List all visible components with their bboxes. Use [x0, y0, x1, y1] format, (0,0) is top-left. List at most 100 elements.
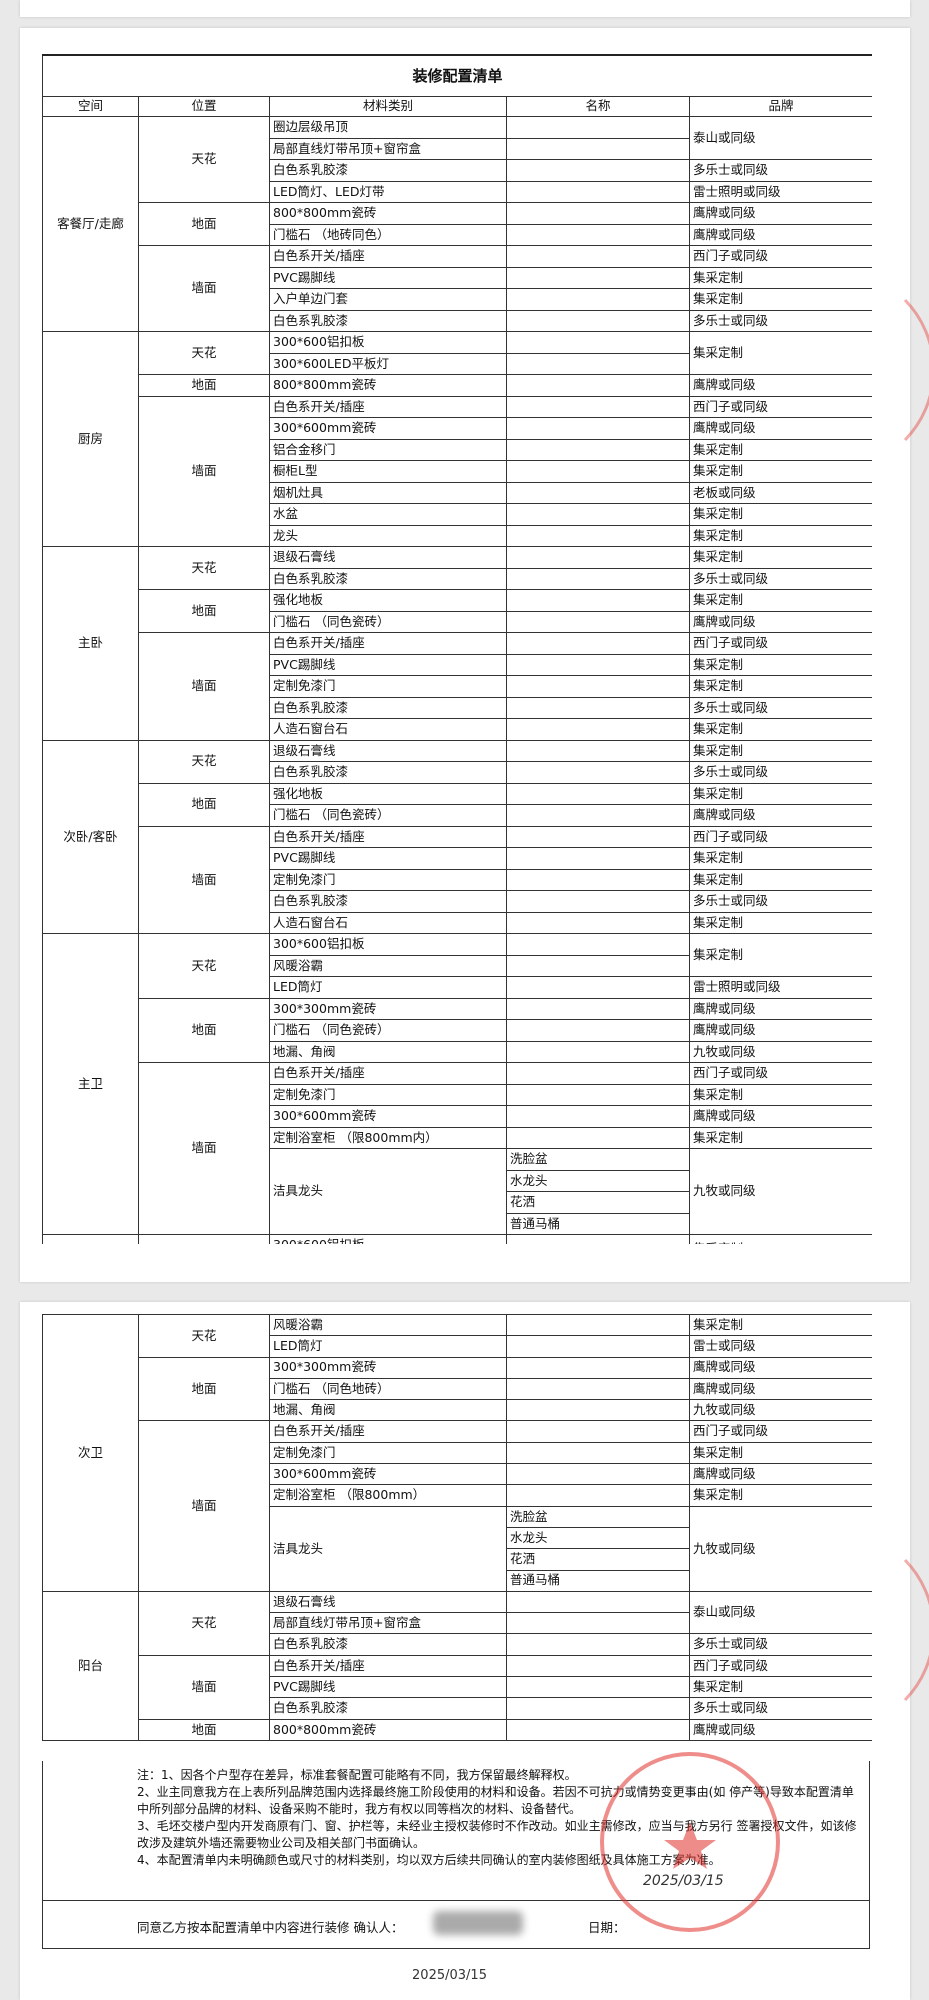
- material-cell: 门槛石 （同色地砖）: [269, 1377, 507, 1401]
- material-cell: 300*600mm瓷砖: [269, 1463, 507, 1486]
- brand-cell: 泰山或同级: [688, 116, 872, 160]
- material-cell: 局部直线灯带吊顶+窗帘盒: [269, 137, 507, 160]
- material-cell: 强化地板: [269, 589, 507, 612]
- brand-cell: 集采定制: [688, 847, 872, 870]
- brand-cell: 鹰牌或同级: [688, 374, 872, 397]
- name-cell: [506, 1676, 690, 1699]
- name-cell: [506, 159, 690, 182]
- table-row: 墙面 白色系开关/插座 西门子或同级: [43, 1062, 872, 1235]
- name-cell: [506, 1697, 690, 1720]
- material-cell: 300*600mm瓷砖: [269, 417, 507, 440]
- material-cell: 定制浴室柜 （限800mm）: [269, 1484, 507, 1507]
- brand-cell: 多乐士或同级: [688, 890, 872, 913]
- position-cell: 墙面: [138, 825, 270, 934]
- material-cell: 300*300mm瓷砖: [269, 997, 507, 1020]
- position-cell: [138, 1234, 270, 1244]
- brand-cell: 集采定制: [689, 1676, 872, 1699]
- previous-sheet: [20, 0, 910, 17]
- table-row: 300*600mm瓷砖 鹰牌或同级: [43, 1105, 872, 1128]
- table-row: 入户单边门套 集采定制: [43, 288, 872, 311]
- material-cell: 退级石膏线: [269, 739, 507, 762]
- position-cell: 天花: [138, 331, 270, 375]
- name-cell: [506, 890, 690, 913]
- material-cell: 白色系乳胶漆: [269, 1697, 507, 1720]
- table-row: PVC踢脚线 集采定制: [43, 266, 872, 289]
- material-cell: 白色系开关/插座: [269, 632, 507, 655]
- name-cell: [506, 1234, 690, 1244]
- material-cell: 300*600铝扣板: [269, 331, 507, 354]
- table-row: 主卧 天花 退级石膏线 集采定制: [42, 546, 872, 741]
- table-row: 普通马桶: [43, 1569, 873, 1592]
- name-cell: [506, 1633, 690, 1656]
- brand-cell: 老板或同级: [688, 481, 872, 504]
- table-row: 人造石窗台石 集采定制: [43, 718, 872, 741]
- table-row: 地面 强化地板 集采定制: [43, 782, 872, 827]
- material-cell: 定制免漆门: [269, 868, 507, 891]
- brand-cell: 集采定制: [689, 1441, 872, 1465]
- name-cell: [506, 804, 690, 827]
- brand-cell: 泰山或同级: [689, 1590, 872, 1635]
- material-cell: 白色系乳胶漆: [269, 890, 507, 913]
- material-cell: 800*800mm瓷砖: [269, 374, 507, 397]
- title-row: 装修配置清单: [42, 54, 872, 97]
- name-cell: [506, 997, 690, 1020]
- position-cell: 墙面: [138, 1062, 270, 1235]
- room-cell: 客餐厅/走廊: [42, 116, 139, 332]
- brand-cell: 集采定制: [688, 288, 872, 311]
- brand-cell: 多乐士或同级: [688, 696, 872, 719]
- name-cell: 水龙头: [506, 1169, 690, 1192]
- note-line: 3、毛坯交楼户型内开发商原有门、窗、护栏等，未经业主授权装修时不作改动。如业主需…: [137, 1819, 857, 1850]
- table-row: 墙面 白色系开关/插座 西门子或同级: [43, 1420, 872, 1592]
- header-cell: 材料类别: [269, 96, 507, 117]
- room-cell: 次卫: [42, 1314, 139, 1592]
- brand-cell: 集采定制: [688, 438, 872, 461]
- brand-cell: 集采定制: [689, 1314, 872, 1337]
- note-line: 4、本配置清单内未明确颜色或尺寸的材料类别，均以双方后续共同确认的室内装修图纸及…: [137, 1853, 721, 1867]
- brand-cell: 雷士照明或同级: [688, 976, 872, 999]
- name-cell: [506, 675, 690, 698]
- material-cell: 局部直线灯带吊顶+窗帘盒: [269, 1612, 507, 1635]
- table-body: 装修配置清单 空间 位置 材料类别 名称 品牌 客餐厅/走廊 天花 圈边层级吊顶 泰山或同级局…: [42, 54, 873, 1244]
- table-row: 白色系乳胶漆 多乐士或同级: [43, 159, 872, 182]
- table-row: 局部直线灯带吊顶+窗帘盒: [43, 137, 873, 160]
- name-cell: [506, 589, 690, 612]
- brand-cell: 多乐士或同级: [688, 567, 872, 590]
- name-cell: [506, 524, 690, 547]
- table-row: 300*600LED平板灯: [43, 352, 873, 375]
- notes-box: 注：1、因各个户型存在差异，标准套餐配置可能略有不同，我方保留最终解释权。 2、业…: [42, 1761, 870, 1901]
- name-cell: [506, 825, 690, 848]
- date-label: 日期：: [588, 1920, 626, 1935]
- brand-cell: 多乐士或同级: [688, 159, 872, 182]
- brand-cell: 集采定制: [688, 546, 872, 569]
- brand-cell: 九牧或同级: [689, 1399, 872, 1422]
- material-cell: 龙头: [269, 524, 507, 547]
- brand-cell: 集采定制: [688, 782, 872, 805]
- name-cell: [506, 481, 690, 504]
- material-cell: 定制浴室柜 （限800mm内）: [269, 1126, 507, 1149]
- table-row: 次卧/客卧 天花 退级石膏线 集采定制: [42, 739, 872, 934]
- name-cell: [506, 395, 690, 418]
- material-cell: PVC踢脚线: [269, 266, 507, 289]
- table-row: 次卫 天花 风暖浴霸 集采定制: [42, 1314, 872, 1592]
- brand-cell: 西门子或同级: [688, 632, 872, 655]
- name-cell: [506, 696, 690, 719]
- header-cell: 位置: [138, 96, 270, 117]
- brand-cell: 集采定制: [688, 653, 872, 676]
- material-cell: 地漏、角阀: [269, 1040, 507, 1063]
- name-cell: 洗脸盆: [506, 1505, 690, 1528]
- name-cell: [506, 1612, 690, 1635]
- name-cell: [506, 1083, 690, 1106]
- name-cell: [506, 718, 690, 741]
- brand-cell: 集采定制: [688, 739, 872, 762]
- name-cell: [506, 1019, 690, 1042]
- brand-cell: 鹰牌或同级: [688, 1019, 872, 1042]
- material-cell: 强化地板: [269, 782, 507, 805]
- brand-cell: 集采定制: [688, 589, 872, 612]
- material-cell: 白色系开关/插座: [269, 825, 507, 848]
- position-cell: 地面: [138, 589, 270, 633]
- name-cell: [506, 1377, 690, 1401]
- brand-cell: 多乐士或同级: [688, 761, 872, 784]
- name-cell: [506, 438, 690, 461]
- brand-cell: 九牧或同级: [688, 1148, 872, 1235]
- name-cell: [506, 567, 690, 590]
